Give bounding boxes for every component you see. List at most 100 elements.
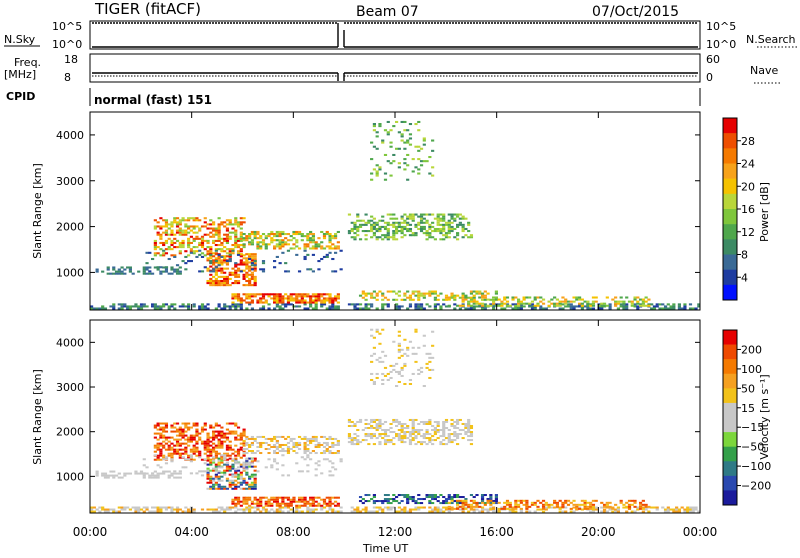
power-data-cell <box>372 223 376 226</box>
velocity-data-cell <box>336 502 340 505</box>
power-data-cell <box>173 246 177 249</box>
velocity-data-cell <box>331 443 335 446</box>
velocity-colorbar-tick-label: 200 <box>741 343 762 356</box>
power-data-cell <box>264 243 268 246</box>
power-data-cell <box>286 299 291 302</box>
velocity-colorbar-segment <box>723 417 737 433</box>
velocity-data-cell <box>450 506 454 509</box>
power-data-cell <box>242 284 246 287</box>
power-data-cell <box>181 303 185 306</box>
velocity-data-cell <box>417 422 421 425</box>
velocity-data-cell <box>212 436 216 439</box>
velocity-data-cell <box>569 507 573 510</box>
velocity-data-cell <box>375 372 379 375</box>
velocity-data-cell <box>184 510 188 513</box>
velocity-data-cell <box>228 446 232 449</box>
power-data-cell <box>350 303 354 306</box>
velocity-data-cell <box>159 442 163 445</box>
power-data-cell <box>370 230 374 233</box>
velocity-data-cell <box>561 501 565 504</box>
velocity-data-cell <box>358 441 363 444</box>
velocity-data-cell <box>456 418 460 421</box>
power-data-cell <box>331 247 335 250</box>
power-data-cell <box>392 223 396 226</box>
power-data-cell <box>303 247 307 250</box>
power-data-cell <box>223 261 227 264</box>
velocity-data-cell <box>236 434 241 437</box>
power-data-cell <box>403 294 407 297</box>
power-data-cell <box>414 303 418 306</box>
velocity-data-cell <box>253 439 257 442</box>
velocity-data-cell <box>170 426 174 429</box>
power-data-cell <box>314 301 318 304</box>
power-data-cell <box>245 259 249 262</box>
power-data-cell <box>328 295 332 298</box>
power-data-cell <box>234 305 238 308</box>
velocity-data-cell <box>234 475 238 478</box>
power-data-cell <box>248 273 252 276</box>
velocity-data-cell <box>253 506 257 509</box>
velocity-data-cell <box>536 499 540 502</box>
velocity-data-cell <box>220 471 224 474</box>
power-data-cell <box>403 221 407 224</box>
power-data-cell <box>422 217 426 220</box>
velocity-data-cell <box>156 424 160 427</box>
velocity-data-cell <box>181 434 185 437</box>
velocity-data-cell <box>336 510 340 513</box>
velocity-data-cell <box>558 499 562 502</box>
velocity-data-cell <box>306 470 310 473</box>
power-data-cell <box>328 247 332 250</box>
power-data-cell <box>278 245 282 248</box>
velocity-data-cell <box>569 510 573 513</box>
velocity-data-cell <box>364 426 368 430</box>
power-data-cell <box>212 279 216 283</box>
velocity-data-cell <box>187 456 191 459</box>
velocity-data-cell <box>228 473 232 476</box>
power-data-cell <box>225 233 230 236</box>
velocity-data-cell <box>478 510 482 513</box>
velocity-data-cell <box>328 504 332 507</box>
velocity-data-cell <box>469 443 474 446</box>
velocity-colorbar-segment <box>723 388 737 404</box>
power-data-cell <box>236 282 241 285</box>
velocity-data-cell <box>242 432 246 435</box>
velocity-data-cell <box>250 437 254 440</box>
velocity-data-cell <box>331 502 335 505</box>
velocity-data-cell <box>464 426 468 430</box>
power-data-cell <box>461 236 465 239</box>
power-data-cell <box>173 254 177 257</box>
velocity-data-cell <box>422 506 426 509</box>
velocity-data-cell <box>206 481 210 484</box>
power-data-cell <box>261 295 266 298</box>
power-data-cell <box>492 307 496 310</box>
power-data-cell <box>367 221 371 224</box>
velocity-data-cell <box>381 429 385 432</box>
velocity-data-cell <box>306 450 310 453</box>
velocity-data-cell <box>217 470 221 473</box>
power-data-cell <box>228 255 232 258</box>
velocity-data-cell <box>253 459 257 462</box>
velocity-data-cell <box>297 504 302 507</box>
velocity-data-cell <box>192 446 196 449</box>
power-data-cell <box>417 145 421 148</box>
power-data-cell <box>223 282 227 285</box>
velocity-data-cell <box>311 435 315 438</box>
power-data-cell <box>436 217 440 220</box>
power-data-cell <box>281 301 285 304</box>
velocity-data-cell <box>467 429 471 432</box>
velocity-data-cell <box>480 501 485 504</box>
power-data-cell <box>178 252 182 255</box>
velocity-data-cell <box>289 498 293 501</box>
velocity-data-cell <box>331 474 335 477</box>
velocity-data-cell <box>178 448 182 451</box>
power-data-cell <box>95 270 99 273</box>
velocity-data-cell <box>525 503 529 506</box>
power-data-cell <box>356 234 360 237</box>
power-data-cell <box>187 239 191 242</box>
velocity-data-cell <box>220 434 224 437</box>
power-data-cell <box>397 290 401 293</box>
velocity-data-cell <box>417 368 421 371</box>
power-data-cell <box>153 225 157 228</box>
velocity-data-cell <box>336 450 340 453</box>
power-data-cell <box>370 292 374 295</box>
